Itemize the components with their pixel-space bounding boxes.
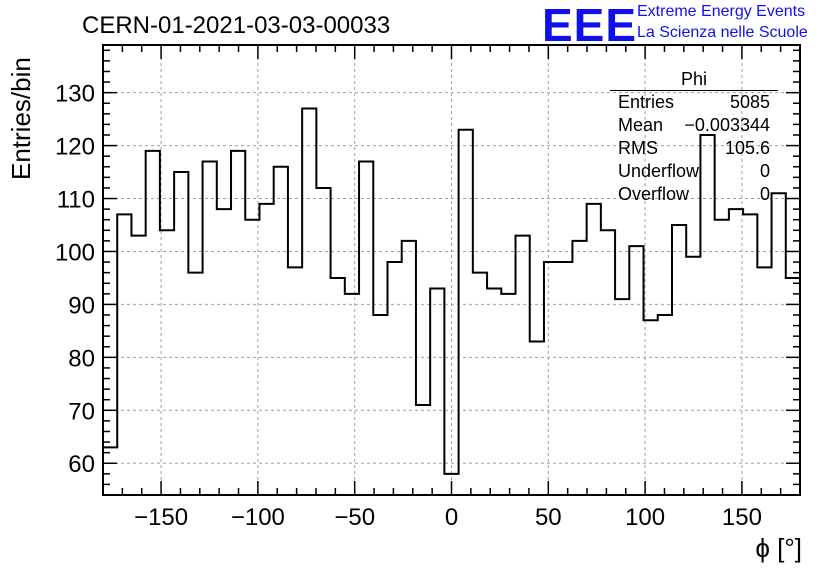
stats-value: 105.6 <box>724 138 770 158</box>
histogram-bin <box>629 246 643 495</box>
y-axis-ticks: 60 70 80 90 100 110 120 130 <box>55 49 800 486</box>
histogram-bin <box>231 151 245 495</box>
histogram-outline <box>102 107 801 495</box>
eee-logo: EEE <box>542 0 638 51</box>
histogram-bin <box>302 109 316 495</box>
histogram-bin <box>516 236 530 495</box>
x-tick-label: −150 <box>134 504 188 531</box>
stats-value: 0 <box>759 184 770 204</box>
histogram-bin <box>217 209 231 495</box>
histogram-bin <box>544 262 558 495</box>
stats-label: Overflow <box>618 184 690 204</box>
y-tick-label: 120 <box>55 134 95 161</box>
stats-row-entries: Entries 5085 <box>610 91 778 114</box>
stats-label: Underflow <box>618 161 700 181</box>
histogram-bin <box>103 447 117 495</box>
y-tick-label: 110 <box>57 187 95 214</box>
histogram-bin <box>501 294 515 495</box>
stats-box: Phi Entries 5085 Mean −0.003344 RMS 105.… <box>610 68 778 206</box>
stats-row-underflow: Underflow 0 <box>610 160 778 183</box>
histogram-bin <box>274 167 288 495</box>
histogram-bin <box>473 273 487 495</box>
histogram-bin <box>686 257 700 495</box>
y-tick-label: 130 <box>55 81 95 108</box>
histogram-bin <box>672 225 686 495</box>
y-tick-label: 60 <box>68 451 95 478</box>
histogram-bin <box>772 193 786 495</box>
histogram-bin <box>117 214 131 495</box>
x-tick-label: 50 <box>535 504 562 531</box>
histogram-bin <box>459 130 473 495</box>
histogram-bin <box>530 341 544 495</box>
histogram-bin <box>715 220 729 495</box>
stats-row-overflow: Overflow 0 <box>610 183 778 206</box>
logo-subtitle-2: La Scienza nelle Scuole <box>637 24 808 41</box>
stats-label: Mean <box>618 115 664 135</box>
histogram-bin <box>203 161 217 495</box>
stats-value: 0 <box>759 161 770 181</box>
y-tick-label: 100 <box>55 239 95 266</box>
x-axis-label: ϕ [°] <box>755 533 802 563</box>
grid-lines <box>103 45 800 495</box>
histogram-bin <box>615 299 629 495</box>
histogram-bin <box>558 262 572 495</box>
histogram-bin <box>131 236 145 495</box>
stats-row-mean: Mean −0.003344 <box>610 114 778 137</box>
x-tick-label: −50 <box>334 504 375 531</box>
histogram-bin <box>174 172 188 495</box>
histogram-bin <box>288 267 302 495</box>
histogram-bin <box>572 241 586 495</box>
histogram-bin <box>402 241 416 495</box>
y-tick-label: 70 <box>68 398 95 425</box>
histogram-bin <box>316 188 330 495</box>
x-tick-label: 100 <box>625 504 665 531</box>
stats-title: Phi <box>610 68 778 91</box>
histogram-bin <box>345 294 359 495</box>
stats-value: 5085 <box>729 92 770 112</box>
histogram-bin <box>757 267 771 495</box>
histogram-bin <box>387 262 401 495</box>
chart-title: CERN-01-2021-03-03-00033 <box>82 12 391 39</box>
histogram-bin <box>644 320 658 495</box>
histogram-bin <box>416 405 430 495</box>
histogram-bin <box>245 220 259 495</box>
logo-subtitle-1: Extreme Energy Events <box>637 3 806 20</box>
y-axis-label: Entries/bin <box>6 57 36 180</box>
histogram-bin <box>331 278 345 495</box>
histogram-bin <box>160 230 174 495</box>
stats-row-rms: RMS 105.6 <box>610 137 778 160</box>
stats-label: Entries <box>618 92 675 112</box>
histogram-bin <box>601 230 615 495</box>
histogram-bin <box>188 273 202 495</box>
histogram-bin <box>729 209 743 495</box>
x-tick-label: −100 <box>231 504 285 531</box>
histogram-bin <box>259 204 273 495</box>
y-tick-label: 80 <box>68 345 95 372</box>
x-axis-ticks: −150 −100 −50 0 50 100 150 <box>102 45 801 531</box>
histogram-bin <box>146 151 160 495</box>
histogram-bin <box>658 315 672 495</box>
y-tick-label: 90 <box>68 292 95 319</box>
x-tick-label: 0 <box>445 504 458 531</box>
histogram-bin <box>786 278 800 495</box>
histogram-bin <box>430 289 444 495</box>
stats-label: RMS <box>618 138 658 158</box>
histogram-bins <box>102 107 801 495</box>
histogram-bin <box>487 289 501 495</box>
stats-value: −0.003344 <box>684 115 770 135</box>
x-tick-label: 150 <box>722 504 762 531</box>
histogram-bin <box>359 161 373 495</box>
histogram-bin <box>373 315 387 495</box>
histogram-bin <box>743 214 757 495</box>
histogram-bin <box>587 204 601 495</box>
